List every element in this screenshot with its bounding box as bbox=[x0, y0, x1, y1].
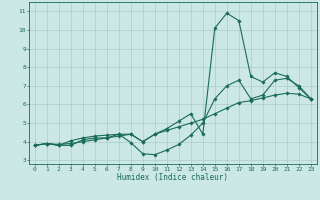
X-axis label: Humidex (Indice chaleur): Humidex (Indice chaleur) bbox=[117, 173, 228, 182]
